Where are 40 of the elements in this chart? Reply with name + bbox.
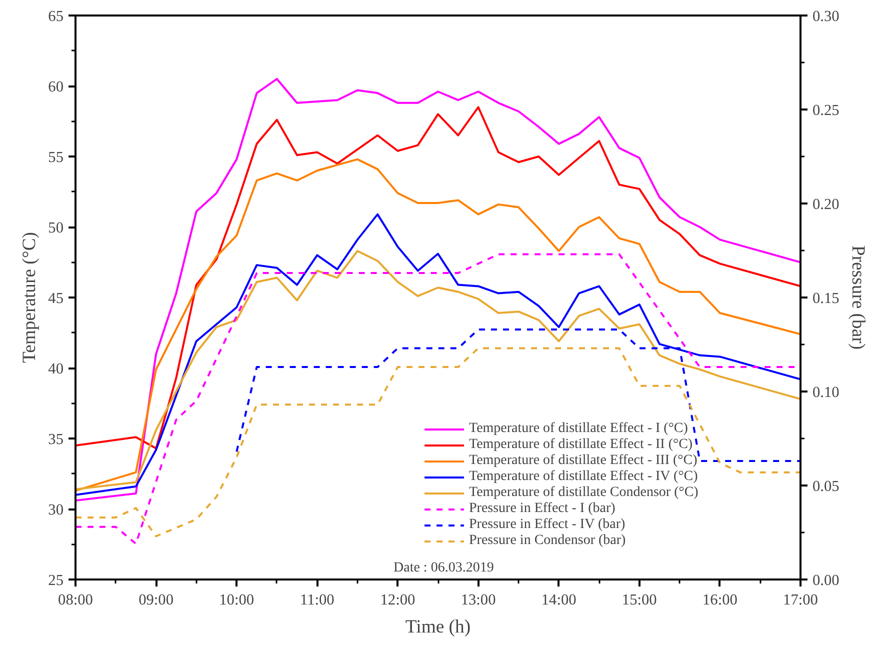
y2-tick-label: 0.00 <box>812 572 840 589</box>
y2-tick-label: 0.20 <box>812 196 840 213</box>
annotation: Date : 06.03.2019 <box>394 560 494 576</box>
x-tick-label: 16:00 <box>702 592 738 608</box>
y-tick-label: 60 <box>48 78 64 96</box>
y2-tick-label: 0.15 <box>812 290 840 307</box>
x-tick-label: 08:00 <box>58 592 94 608</box>
y-tick-label: 35 <box>48 431 64 448</box>
y-tick-label: 50 <box>48 220 64 236</box>
line-series <box>76 78 800 502</box>
y-tick-label: 65 <box>48 8 64 25</box>
y-tick-label: 45 <box>48 290 64 307</box>
y2-tick-label: 0.30 <box>812 8 840 25</box>
y-tick-label: 25 <box>48 572 64 589</box>
y2-tick-label: 0.10 <box>812 384 840 401</box>
legend-label: Pressure in Effect - I (bar) <box>469 501 616 517</box>
line-series <box>76 106 800 450</box>
y2-tick-label: 0.25 <box>812 102 840 119</box>
x-tick-label: 15:00 <box>622 592 658 608</box>
legend-label: Temperature of distillate Effect - II (°C) <box>469 437 693 453</box>
legend-label: Pressure in Effect - IV (bar) <box>469 517 626 533</box>
legend-label: Temperature of distillate Effect - I (°C) <box>469 421 688 437</box>
x-axis-title: Time (h) <box>405 616 471 638</box>
y2-axis-title: Pressure (bar) <box>847 245 868 350</box>
x-tick-label: 10:00 <box>219 592 254 608</box>
legend-label: Temperature of distillate Effect - IV (°C) <box>469 469 698 485</box>
x-tick-label: 14:00 <box>541 592 577 608</box>
legend-label: Temperature of distillate Condensor (°C) <box>469 485 698 501</box>
x-tick-label: 12:00 <box>380 592 416 608</box>
x-tick-label: 13:00 <box>460 592 496 608</box>
legend-label: Pressure in Condensor (bar) <box>469 533 626 549</box>
x-tick-label: 11:00 <box>300 592 335 608</box>
x-tick-label: 17:00 <box>783 592 818 608</box>
y-tick-label: 40 <box>48 360 64 378</box>
legend-label: Temperature of distillate Effect - III (°C) <box>469 453 698 469</box>
x-tick-label: 09:00 <box>138 592 174 608</box>
y-tick-label: 30 <box>48 502 64 518</box>
y-tick-label: 55 <box>48 149 64 166</box>
y2-tick-label: 0.05 <box>812 478 840 495</box>
y-axis-title: Temperature (°C) <box>19 232 40 363</box>
